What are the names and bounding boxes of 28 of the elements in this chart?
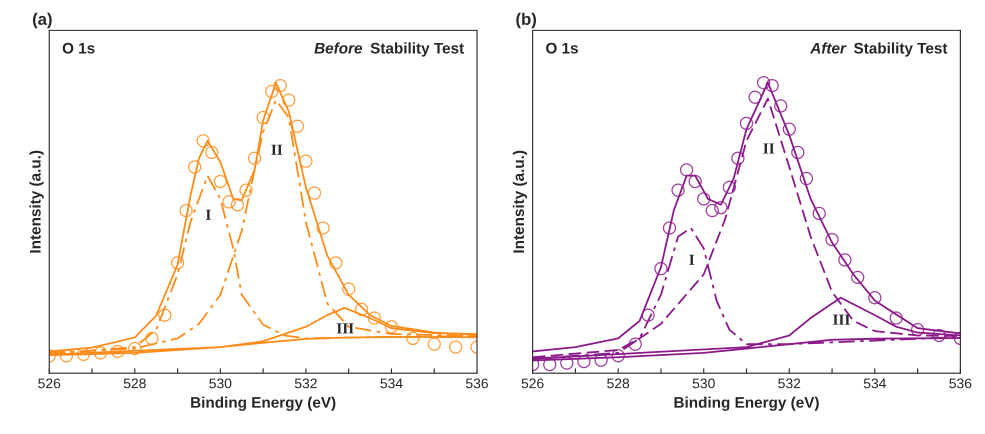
x-tick-label: 530 [209,378,232,388]
annotation: II [763,144,774,154]
x-tick-label: 528 [124,378,146,388]
annotation: I [689,254,694,265]
chart-title: (b) [516,12,536,28]
x-tick-label: 536 [949,378,972,388]
x-tick-label: 526 [38,378,60,388]
text: O 1s [546,42,578,54]
y-axis-title: Intensity (a.u.) [29,150,44,253]
x-tick-label: 532 [778,378,800,388]
x-tick-label: 536 [466,378,488,388]
y-axis-title: Intensity (a.u.) [512,150,528,253]
x-axis-title: Binding Energy (eV) [191,396,336,411]
x-tick-label: 534 [864,378,886,388]
text: O 1s [62,42,95,54]
chart-title: (a) [32,12,52,28]
x-tick-label: 528 [607,378,630,388]
text: Before Stability Test [314,42,464,57]
annotation: II [271,144,282,155]
annotation: III [833,314,850,325]
x-tick-label: 534 [380,378,403,388]
x-tick-label: 530 [692,378,715,388]
annotation: III [336,323,354,334]
x-tick-label: 526 [522,378,544,388]
x-axis-title: Binding Energy (eV) [674,396,819,411]
annotation: I [206,210,211,220]
x-tick-label: 532 [294,378,317,388]
text: After Stability Test [810,42,948,57]
